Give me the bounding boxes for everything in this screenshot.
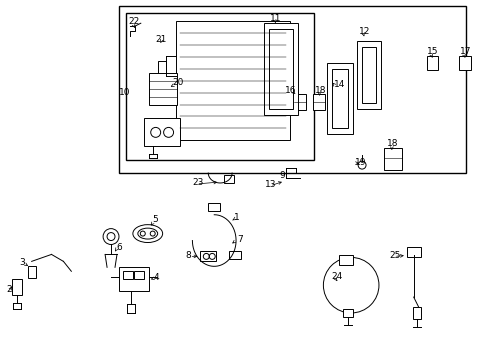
Bar [383, 148, 401, 170]
Bar [126, 13, 314, 160]
Bar [264, 23, 297, 114]
Text: 11: 11 [269, 14, 281, 23]
Bar [293, 94, 305, 109]
Bar [157, 61, 165, 75]
Bar [200, 251, 216, 261]
Text: 9: 9 [279, 171, 285, 180]
Text: 16: 16 [284, 86, 296, 95]
Text: 21: 21 [155, 35, 167, 44]
Bar [143, 118, 179, 146]
Bar [268, 29, 292, 109]
Text: 7: 7 [237, 235, 243, 244]
Bar [426, 56, 438, 70]
Text: 24: 24 [331, 272, 342, 281]
Bar [122, 271, 133, 279]
Bar [28, 266, 36, 278]
Text: 6: 6 [116, 243, 122, 252]
Bar [224, 175, 234, 183]
Text: 19: 19 [354, 158, 366, 167]
Bar [356, 41, 380, 109]
Text: 10: 10 [119, 88, 130, 97]
Text: 3: 3 [20, 258, 25, 267]
Text: 12: 12 [358, 27, 370, 36]
Bar [313, 94, 325, 109]
Text: 8: 8 [185, 251, 191, 260]
Text: 18: 18 [386, 139, 398, 148]
Bar [339, 255, 352, 265]
Bar [208, 203, 220, 211]
Bar [119, 6, 466, 173]
Text: 5: 5 [152, 215, 158, 224]
Text: 17: 17 [459, 46, 471, 55]
Bar [119, 267, 148, 291]
Text: 20: 20 [172, 78, 183, 87]
Bar [175, 21, 289, 140]
Text: 1: 1 [234, 213, 239, 222]
Bar [12, 279, 21, 295]
Text: 13: 13 [264, 180, 276, 189]
Text: 22: 22 [128, 17, 139, 26]
Text: 23: 23 [192, 179, 203, 188]
Bar [458, 56, 470, 70]
Bar [361, 47, 375, 103]
Bar [229, 251, 241, 260]
Text: 25: 25 [388, 251, 400, 260]
Bar [134, 271, 143, 279]
Bar [332, 69, 347, 129]
Bar [412, 307, 420, 319]
Text: 15: 15 [426, 46, 437, 55]
Bar [148, 73, 176, 105]
Text: 4: 4 [153, 273, 159, 282]
Bar [406, 247, 420, 257]
Text: 18: 18 [315, 86, 326, 95]
Text: 14: 14 [334, 80, 345, 89]
Bar [343, 309, 352, 317]
Bar [326, 63, 352, 134]
Text: 2: 2 [7, 285, 13, 294]
